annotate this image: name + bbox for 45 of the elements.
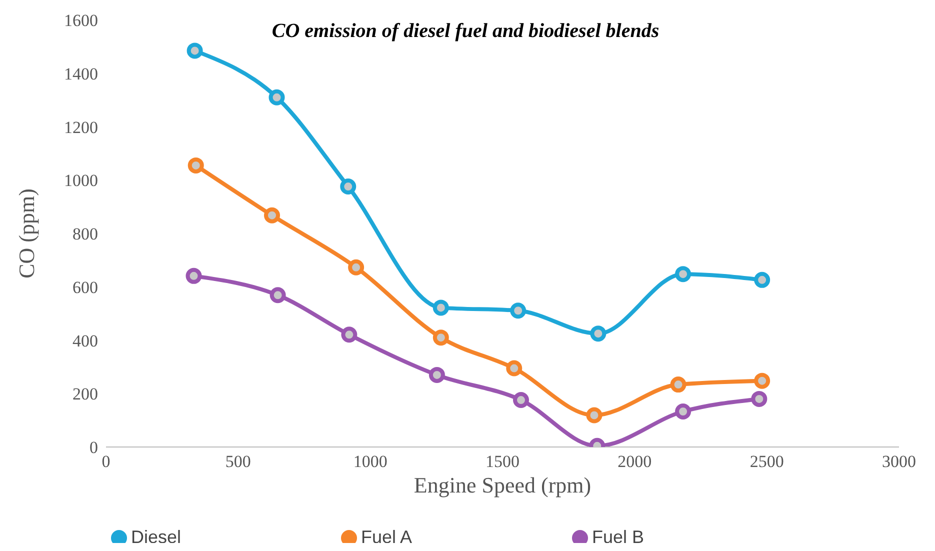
point — [751, 390, 768, 407]
point — [432, 300, 449, 316]
point — [341, 326, 358, 343]
x-tick-label: 2500 — [750, 452, 784, 472]
point — [264, 207, 280, 224]
y-tick-label: 1200 — [64, 118, 98, 137]
point — [754, 272, 770, 288]
legend-label: Fuel A — [360, 527, 412, 545]
point — [188, 157, 204, 174]
x-axis-title: Engine Speed (rpm) — [414, 472, 592, 498]
y-tick-label: 1400 — [64, 64, 98, 84]
y-tick-label: 1600 — [64, 11, 98, 30]
legend-label: Fuel B — [592, 527, 644, 545]
legend-label: Diesel — [130, 527, 181, 545]
point — [186, 42, 203, 59]
x-tick-label: 500 — [225, 452, 251, 472]
point — [186, 268, 202, 284]
point — [506, 360, 522, 376]
point — [670, 376, 686, 393]
y-tick-label: 200 — [72, 384, 98, 404]
x-tick-label: 1500 — [486, 452, 520, 472]
x-tick-label: 2000 — [618, 452, 652, 472]
y-tick-label: 400 — [72, 331, 98, 350]
point — [586, 407, 602, 424]
point — [675, 266, 692, 282]
point — [513, 392, 530, 408]
x-tick-label: 3000 — [882, 452, 916, 472]
chart-title: CO emission of diesel fuel and biodiesel blends — [272, 20, 660, 42]
y-tick-label: 1000 — [64, 171, 98, 190]
point — [510, 302, 526, 319]
point — [590, 326, 606, 342]
y-tick-label: 0 — [90, 438, 98, 458]
y-tick-label: 800 — [72, 224, 98, 244]
point — [754, 372, 770, 389]
point — [432, 330, 449, 346]
point — [268, 89, 285, 106]
point — [270, 287, 286, 304]
point — [428, 366, 445, 383]
x-tick-label: 1000 — [353, 452, 388, 472]
x-tick-label: 0 — [102, 452, 110, 472]
y-axis-title: CO (ppm) — [14, 188, 39, 278]
point — [340, 178, 356, 195]
y-tick-label: 600 — [72, 278, 98, 297]
point — [675, 404, 692, 420]
point — [348, 259, 364, 276]
